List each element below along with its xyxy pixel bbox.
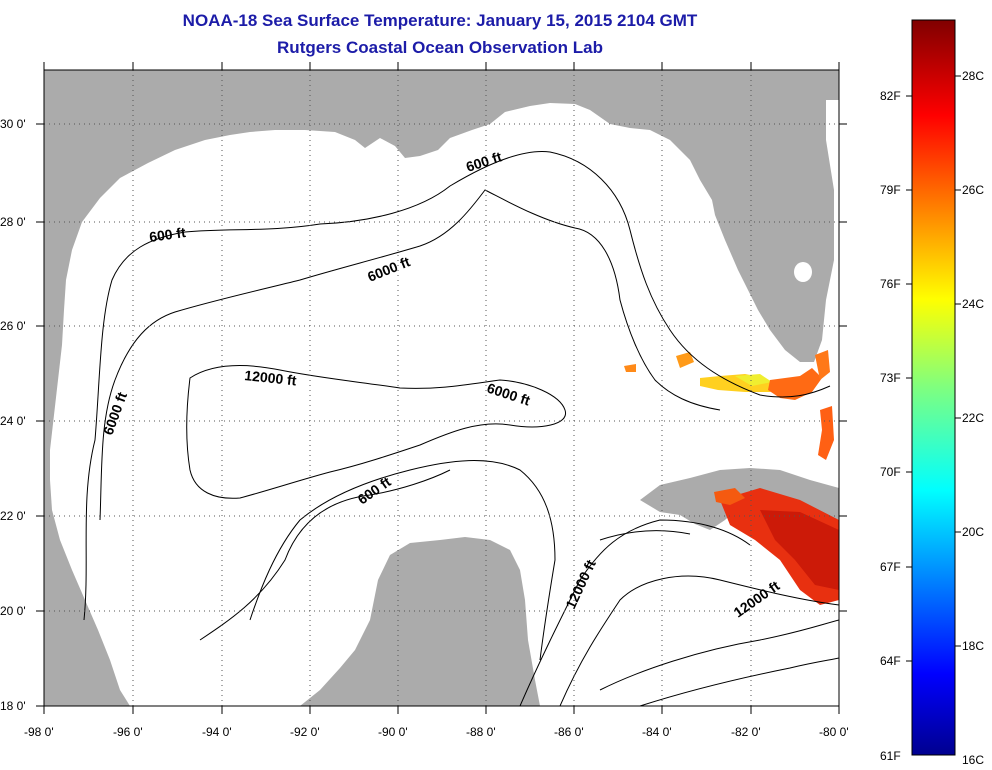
bathymetry-contours	[83, 150, 839, 706]
fahrenheit-label: 76F	[880, 277, 901, 291]
fahrenheit-label: 79F	[880, 183, 901, 197]
map-title: NOAA-18 Sea Surface Temperature: January…	[182, 11, 698, 30]
x-tick-label: -94 0'	[202, 725, 232, 739]
x-tick-label: -98 0'	[24, 725, 54, 739]
fahrenheit-label: 64F	[880, 654, 901, 668]
lake-okeechobee	[794, 262, 812, 282]
celsius-label: 26C	[962, 183, 984, 197]
celsius-label: 20C	[962, 525, 984, 539]
y-tick-label: 26 0'	[0, 319, 26, 333]
contour-label: 12000 ft	[244, 367, 298, 388]
celsius-label: 18C	[962, 639, 984, 653]
x-tick-label: -90 0'	[378, 725, 408, 739]
y-tick-label: 30 0'	[0, 117, 26, 131]
x-tick-label: -92 0'	[290, 725, 320, 739]
colorbar-celsius-labels: 28C 26C 24C 22C 20C 18C 16C	[962, 69, 984, 767]
y-axis-labels: 18 0' 20 0' 22 0' 24 0' 26 0' 28 0' 30 0…	[0, 117, 26, 713]
y-tick-label: 18 0'	[0, 699, 26, 713]
land-yucatan	[300, 537, 540, 706]
celsius-label: 28C	[962, 69, 984, 83]
celsius-label: 16C	[962, 753, 984, 767]
fahrenheit-label: 73F	[880, 371, 901, 385]
x-axis-labels: -98 0' -96 0' -94 0' -92 0' -90 0' -88 0…	[24, 725, 849, 739]
x-tick-label: -86 0'	[554, 725, 584, 739]
colorbar	[911, 19, 956, 756]
colorbar-fahrenheit-labels: 82F 79F 76F 73F 70F 67F 64F 61F	[880, 89, 901, 763]
x-tick-label: -96 0'	[113, 725, 143, 739]
fahrenheit-label: 61F	[880, 749, 901, 763]
x-tick-label: -84 0'	[642, 725, 672, 739]
axis-ticks	[36, 62, 847, 714]
fahrenheit-label: 70F	[880, 465, 901, 479]
x-tick-label: -80 0'	[819, 725, 849, 739]
map-frame	[43, 69, 840, 707]
y-tick-label: 22 0'	[0, 509, 26, 523]
fahrenheit-label: 82F	[880, 89, 901, 103]
celsius-label: 24C	[962, 297, 984, 311]
contour-label: 600 ft	[148, 224, 187, 245]
x-tick-label: -82 0'	[731, 725, 761, 739]
y-tick-label: 20 0'	[0, 604, 26, 618]
graticule	[44, 70, 839, 706]
map-subtitle: Rutgers Coastal Ocean Observation Lab	[277, 38, 603, 57]
celsius-label: 22C	[962, 411, 984, 425]
y-tick-label: 28 0'	[0, 215, 26, 229]
land-north-america	[44, 70, 839, 706]
x-tick-label: -88 0'	[466, 725, 496, 739]
fahrenheit-label: 67F	[880, 560, 901, 574]
sst-observations	[624, 350, 839, 605]
y-tick-label: 24 0'	[0, 414, 26, 428]
colorbar-ticks	[906, 75, 961, 662]
